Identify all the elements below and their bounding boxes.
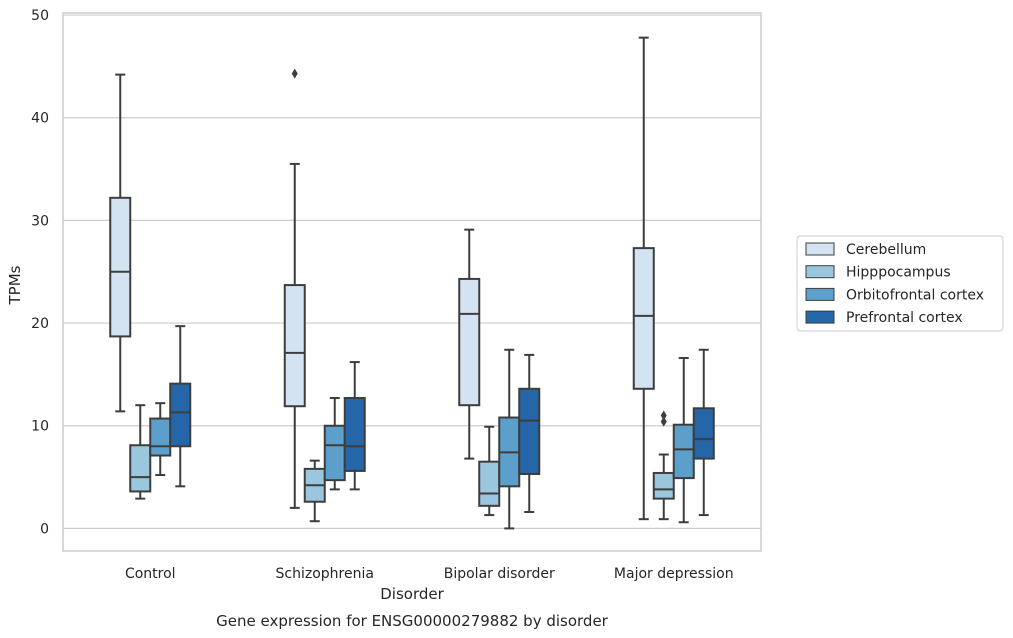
y-tick-label: 0	[40, 521, 49, 537]
y-tick-label: 20	[31, 316, 49, 332]
box-iqr	[518, 387, 541, 475]
box-iqr	[169, 382, 192, 448]
box-1-0	[129, 404, 152, 500]
y-tick-label: 40	[31, 111, 49, 127]
box-2-1	[323, 397, 346, 491]
y-tick-label: 30	[31, 213, 49, 229]
x-axis-ticks: Control Schizophrenia Bipolar disorder Majo…	[125, 566, 734, 582]
box-iqr	[283, 284, 306, 408]
legend-swatch	[805, 265, 835, 279]
box-3-2	[518, 353, 541, 513]
y-tick-label: 10	[31, 419, 49, 435]
y-axis-ticks: 0 10 20 30 40 50	[31, 8, 49, 537]
box-iqr	[109, 196, 132, 338]
legend-label: Hipppocampus	[846, 265, 951, 281]
outlier-point	[660, 410, 667, 421]
box-plot-marks	[109, 36, 715, 530]
box-iqr	[323, 424, 346, 482]
box-2-3	[672, 356, 695, 524]
legend-label: Orbitofrontal cortex	[846, 287, 984, 303]
box-iqr	[672, 423, 695, 480]
box-iqr	[692, 407, 715, 460]
y-axis-title: TPMs	[6, 265, 24, 305]
legend-frame	[796, 235, 1004, 332]
legend-swatch	[805, 310, 835, 324]
box-iqr	[149, 417, 172, 457]
box-3-3	[692, 348, 715, 517]
chart-caption: Gene expression for ENSG00000279882 by d…	[216, 612, 609, 630]
legend-label: Cerebellum	[846, 242, 926, 258]
plot-frame	[62, 12, 762, 552]
legend-label: Prefrontal cortex	[846, 310, 963, 326]
box-1-1	[303, 459, 326, 523]
x-tick-label: Major depression	[614, 566, 734, 582]
box-1-3	[652, 410, 675, 521]
box-0-2	[458, 228, 481, 460]
y-tick-label: 50	[31, 8, 49, 24]
box-iqr	[458, 277, 481, 407]
box-0-3	[632, 36, 655, 521]
box-3-1	[343, 361, 366, 491]
box-3-0	[169, 325, 192, 488]
legend-swatch	[805, 242, 835, 256]
box-iqr	[129, 444, 152, 493]
box-iqr	[652, 471, 675, 500]
outlier-point	[291, 68, 298, 79]
box-iqr	[632, 247, 655, 390]
x-tick-label: Control	[125, 566, 176, 582]
legend: Cerebellum Hipppocampus Orbitofrontal cort…	[796, 235, 1004, 332]
x-tick-label: Schizophrenia	[276, 566, 374, 582]
box-0-0	[109, 73, 132, 413]
box-2-0	[149, 402, 172, 477]
box-0-1	[283, 68, 306, 509]
box-1-2	[478, 425, 501, 517]
legend-swatch	[805, 287, 835, 301]
box-2-2	[498, 348, 521, 530]
box-iqr	[343, 397, 366, 472]
x-tick-label: Bipolar disorder	[444, 566, 555, 582]
outlier-point	[660, 416, 667, 427]
x-axis-title: Disorder	[380, 585, 444, 603]
box-iqr	[478, 460, 501, 507]
